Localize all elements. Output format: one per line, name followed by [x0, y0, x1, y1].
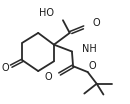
Text: O: O — [1, 63, 9, 73]
Text: O: O — [44, 72, 52, 82]
Text: O: O — [92, 18, 100, 28]
Text: O: O — [88, 61, 96, 71]
Text: HO: HO — [39, 8, 54, 18]
Text: NH: NH — [82, 44, 97, 54]
